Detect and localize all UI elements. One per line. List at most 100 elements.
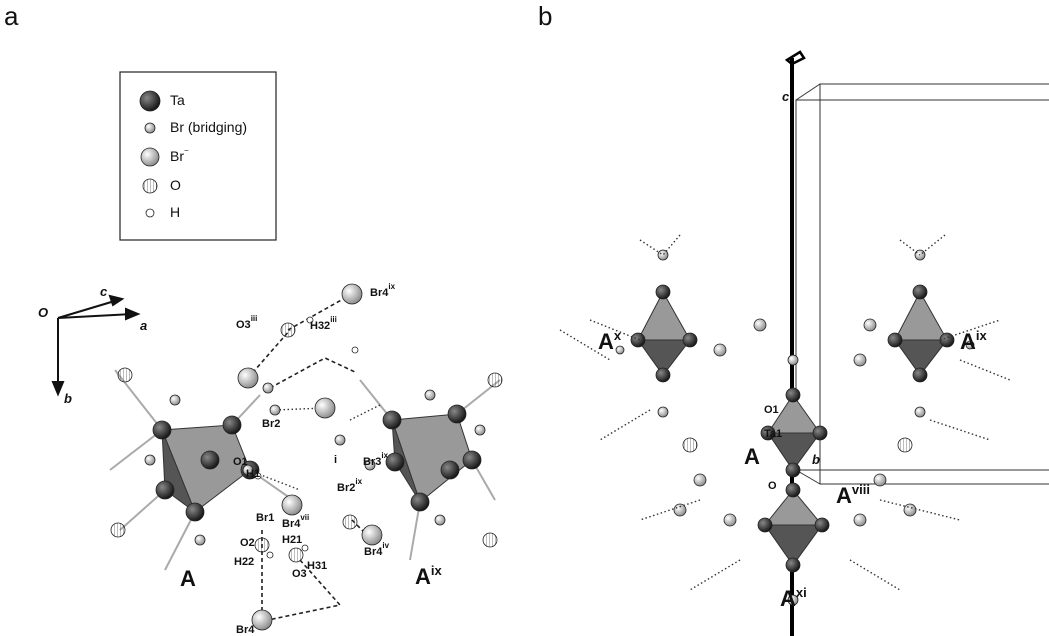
label-text: A [598,329,614,354]
label-text: Br4 [364,546,383,558]
atom [874,474,886,486]
label: H22 [234,556,254,568]
atom [888,333,902,347]
label-sup: ix [431,563,443,578]
atom [223,416,241,434]
atom [302,545,308,551]
atom [411,493,429,511]
contact [850,560,900,590]
atom [111,523,125,537]
label-sup: iii [330,315,337,324]
atom [448,405,466,423]
atom [255,538,269,552]
contact [930,420,990,440]
atom [335,435,345,445]
label-text: A [180,566,196,591]
label: Br2 [262,418,280,430]
atom [141,148,159,166]
label: O1 [233,456,248,468]
label: Ta1 [764,428,782,440]
label: c [100,284,108,299]
label: Br1 [256,512,274,524]
atom [788,355,798,365]
atom [289,548,303,562]
label: c [782,89,790,104]
atom [156,481,174,499]
label-text: H22 [234,556,254,568]
atom [786,558,800,572]
label-text: O [768,480,777,492]
label-sup: ix [355,477,362,486]
label: A [180,566,196,591]
label-text: Br1 [256,512,274,524]
contact [350,405,380,420]
atom [170,395,180,405]
atom [683,438,697,452]
label-text: Br4 [370,287,389,299]
atom [754,319,766,331]
label: Aviii [836,482,870,507]
contact [600,410,650,440]
atom [252,610,272,630]
atom [281,323,295,337]
label: i [334,454,337,466]
contact [880,500,960,520]
label-text: Br (bridging) [170,119,247,135]
atom [616,346,624,354]
atom [342,284,362,304]
label: Br4 [236,624,255,636]
label-sup: ix [388,282,395,291]
atom [475,425,485,435]
atom [282,495,302,515]
figure: abTaBr (bridging)Br−OHOcabO3iiiH32iiiBr4… [0,0,1049,636]
atom [153,421,171,439]
label: b [64,391,72,406]
atom [913,285,927,299]
label-text: O1 [233,456,248,468]
label-text: Ta1 [764,428,782,440]
label: Axi [780,585,807,610]
atom [201,451,219,469]
label: O1 [764,404,779,416]
atom [786,483,800,497]
atom [425,390,435,400]
label: H1 [246,468,260,480]
atom [915,407,925,417]
label-text: O1 [764,404,779,416]
label: O [170,177,181,193]
unit-cell [796,84,1049,484]
atom [815,518,829,532]
label-text: Br [170,148,184,164]
label-sup: xi [796,585,807,600]
label-text: H [170,204,180,220]
label: O3iii [236,314,257,331]
label: Aix [415,563,443,588]
label-text: i [334,454,337,466]
bond [110,430,162,470]
atom [724,514,736,526]
contact [960,360,1010,380]
atom [864,319,876,331]
label-text: Br2 [337,482,355,494]
label: a [140,318,147,333]
contact [900,240,920,255]
label-text: A [415,564,431,589]
bond [165,512,195,570]
label-text: c [782,89,790,104]
atom [786,388,800,402]
atom [940,333,954,347]
atom [145,455,155,465]
label-text: Br4 [282,518,301,530]
label-text: O3 [236,319,251,331]
label-text: c [100,284,108,299]
atom [315,398,335,418]
atom [913,368,927,382]
label-text: Ta [170,92,185,108]
atom [488,373,502,387]
label: O [768,480,777,492]
label-text: O [38,305,48,320]
atom [263,383,273,393]
label: Br4ix [370,282,396,299]
label-sup: iv [382,541,389,550]
atom [267,552,273,558]
